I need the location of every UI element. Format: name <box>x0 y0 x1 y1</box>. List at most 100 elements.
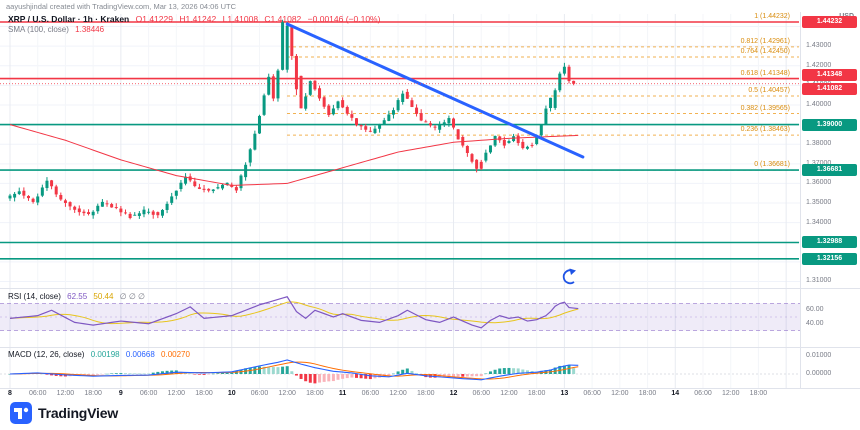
price-axis-label: 1.31000 <box>806 277 832 285</box>
candle-body <box>170 196 174 203</box>
time-axis-label: 06:00 <box>139 390 158 397</box>
price-axis-label: 1.42000 <box>806 61 832 69</box>
descending-trendline <box>285 22 585 159</box>
time-axis-label: 18:00 <box>195 390 213 397</box>
symbol-legend[interactable]: XRP / U.S. Dollar · 1h · Kraken O1.41229… <box>8 14 384 24</box>
macd-histogram-bar <box>484 373 488 375</box>
candle-body <box>207 188 211 191</box>
macd-histogram-bar <box>142 373 146 375</box>
candle-body <box>257 115 261 134</box>
macd-histogram-bar <box>110 373 114 374</box>
macd-histogram-bar <box>507 367 511 374</box>
macd-histogram-bar <box>151 372 155 374</box>
macd-histogram-bar <box>124 373 127 374</box>
candle-body <box>355 118 358 126</box>
candle-body <box>73 206 77 210</box>
candle-body <box>128 213 132 219</box>
macd-axis-label: 0.01000 <box>806 352 832 359</box>
macd-histogram-bar <box>119 373 123 374</box>
tradingview-logo-icon[interactable] <box>10 402 32 424</box>
candle-body <box>221 184 225 189</box>
macd-histogram-bar <box>225 372 229 374</box>
candle-body <box>26 195 30 199</box>
macd-histogram-bar <box>415 373 419 374</box>
candle-body <box>539 125 543 136</box>
price-axis-label: 1.35000 <box>806 199 832 207</box>
tradingview-wordmark[interactable]: TradingView <box>38 405 119 421</box>
macd-histogram-bar <box>521 369 525 374</box>
macd-histogram-bar <box>512 368 516 374</box>
macd-histogram-bar <box>253 366 257 374</box>
candle-body <box>105 203 109 205</box>
candle-body <box>197 187 201 189</box>
candle-body <box>419 113 423 121</box>
macd-histogram-bar <box>285 366 289 374</box>
candle-body <box>322 97 326 107</box>
candle-body <box>318 88 322 99</box>
macd-histogram-bar <box>267 366 271 374</box>
time-axis-label: 06:00 <box>250 390 269 397</box>
candle-body <box>442 122 446 126</box>
candle-body <box>391 110 395 115</box>
sma-line <box>9 124 579 186</box>
macd-axis-label: 0.00000 <box>806 370 832 377</box>
macd-line <box>9 359 579 381</box>
macd-histogram-bar <box>257 366 261 374</box>
ohlc-change: −0.00146 (−0.10%) <box>307 14 381 24</box>
candle-body <box>350 114 354 118</box>
macd-histogram-bar <box>433 374 437 378</box>
candle-body <box>96 205 100 212</box>
ohlc-open: O1.41229 <box>135 14 173 24</box>
price-axis[interactable]: 1.440001.430001.420001.410001.400001.390… <box>800 0 860 400</box>
time-axis-label: 12:00 <box>167 390 186 397</box>
macd-label: MACD (12, 26, close) <box>8 350 85 359</box>
macd-histogram-bar <box>322 374 326 382</box>
candle-body <box>405 91 409 99</box>
candle-body <box>433 126 437 128</box>
sma-legend[interactable]: SMA (100, close) 1.38446 <box>8 25 108 34</box>
time-axis-label: 18:00 <box>417 390 435 397</box>
macd-histogram-bar <box>147 373 151 375</box>
macd-legend[interactable]: MACD (12, 26, close) 0.00198 0.00668 0.0… <box>8 350 194 359</box>
candle-body <box>516 135 520 144</box>
price-axis-label: 1.40000 <box>806 100 832 108</box>
candle-body <box>137 213 141 216</box>
rsi-axis-label: 60.00 <box>806 306 824 314</box>
macd-histogram-bar <box>193 374 197 375</box>
rsi-legend[interactable]: RSI (14, close) 62.55 50.44 ∅ ∅ ∅ <box>8 292 149 301</box>
price-axis-badge: 1.41082 <box>802 82 857 95</box>
time-axis-label: 9 <box>118 390 123 397</box>
time-axis-label: 18:00 <box>527 390 546 397</box>
time-axis-label: 06:00 <box>583 390 601 397</box>
macd-histogram-bar <box>350 374 354 378</box>
macd-histogram-bar <box>456 374 460 377</box>
macd-histogram-bar <box>230 372 234 374</box>
candle-body <box>225 182 229 185</box>
candle-body <box>281 22 285 70</box>
macd-histogram-bar <box>465 374 469 377</box>
macd-histogram-bar <box>105 373 109 375</box>
macd-histogram-bar <box>345 374 349 379</box>
time-axis[interactable]: 8 06:00 12:00 18:00 9 06:00 12:00 18:00 10 06:00 1… <box>0 390 800 401</box>
macd-histogram-bar <box>137 373 141 374</box>
time-axis-label: 8 <box>8 390 12 397</box>
candle-body <box>327 105 331 116</box>
rsi-empty-values: ∅ ∅ ∅ <box>119 292 146 301</box>
logo-bar <box>14 408 22 412</box>
time-axis-label: 14 <box>671 390 680 397</box>
candle-body <box>82 211 86 214</box>
candle-body <box>244 164 248 178</box>
candle-body <box>36 196 40 203</box>
macd-histogram-bar <box>493 369 497 374</box>
macd-histogram-bar <box>114 373 118 374</box>
candle-body <box>239 175 243 189</box>
macd-histogram-bar <box>391 373 395 375</box>
candle-body <box>211 189 215 192</box>
candle-body <box>567 66 571 82</box>
macd-histogram-bar <box>100 374 104 375</box>
macd-histogram-bar <box>271 367 275 374</box>
price-axis-badge: 1.36681 <box>802 164 857 177</box>
time-axis-label: 10 <box>227 390 236 397</box>
time-axis-label: 12:00 <box>611 390 629 397</box>
